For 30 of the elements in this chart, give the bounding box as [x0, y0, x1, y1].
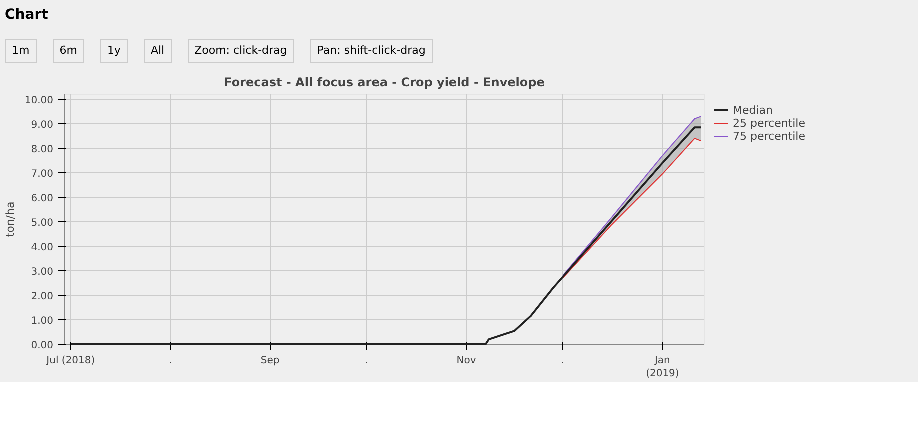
- x-tick-label: .: [365, 355, 368, 366]
- y-tick-label: 9.00: [31, 120, 54, 131]
- x-tick-label: Jan (2019): [646, 355, 680, 380]
- legend-label: Median: [733, 104, 774, 117]
- y-tick-label: 10.00: [24, 95, 54, 106]
- y-tick-label: 2.00: [31, 291, 54, 302]
- y-axis-title: ton/ha: [4, 201, 17, 237]
- y-tick-label: 1.00: [31, 316, 54, 327]
- y-tick-label: 4.00: [31, 242, 54, 254]
- x-tick-label: .: [561, 355, 565, 366]
- y-tick-label: 7.00: [31, 168, 54, 180]
- text: Zoom: click-drag: [194, 43, 288, 59]
- x-tick-label: Jul (2018): [46, 355, 96, 366]
- text: Pan: shift-click-drag: [317, 43, 426, 59]
- x-tick-label: .: [169, 355, 172, 366]
- x-tick-label: Nov: [456, 355, 476, 366]
- text: All: [150, 43, 165, 59]
- y-tick-label: 0.00: [31, 340, 54, 352]
- text: Chart: [5, 6, 48, 25]
- x-tick-label: Sep: [260, 355, 280, 366]
- y-tick-label: 6.00: [31, 193, 54, 204]
- y-tick-label: 8.00: [31, 144, 54, 156]
- y-tick-label: 3.00: [31, 266, 54, 278]
- y-tick-label: 5.00: [31, 218, 54, 229]
- chart-title: Forecast - All focus area - Crop yield - Envelope: [224, 75, 545, 90]
- text: 1m: [12, 43, 30, 59]
- text: 6m: [60, 43, 78, 59]
- legend-label: 25 percentile: [733, 116, 806, 130]
- text: 1y: [107, 43, 121, 59]
- legend-label: 75 percentile: [733, 130, 806, 143]
